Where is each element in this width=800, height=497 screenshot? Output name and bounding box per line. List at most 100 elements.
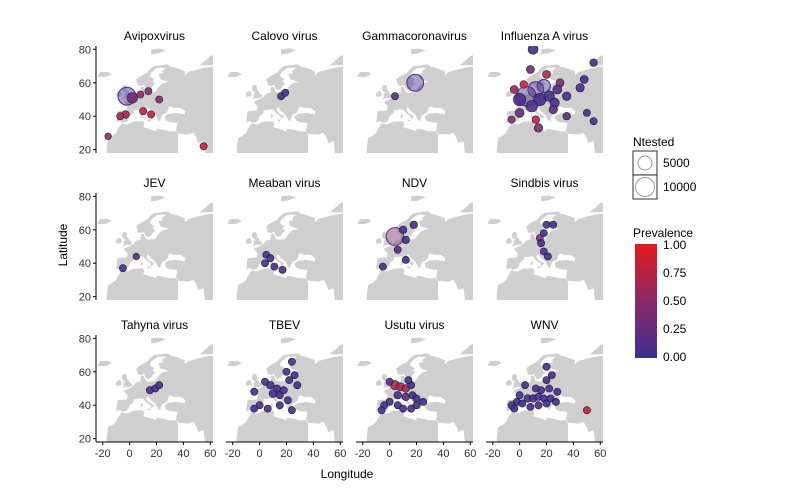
land-0 bbox=[246, 66, 343, 153]
panel-tahyna-virus: Tahyna virus 20 40 60 80 -20 0 20 40 60 bbox=[79, 318, 217, 460]
x-tick-label: 60 bbox=[464, 448, 476, 460]
panel-gammacoronavirus: Gammacoronavirus bbox=[357, 29, 473, 153]
data-point bbox=[589, 58, 598, 67]
land-1 bbox=[136, 211, 172, 238]
land-6 bbox=[140, 114, 143, 118]
data-point bbox=[104, 132, 112, 140]
land-8 bbox=[151, 48, 166, 55]
land-4 bbox=[357, 218, 372, 225]
land-2 bbox=[121, 374, 132, 389]
land-6 bbox=[530, 114, 533, 118]
land-7 bbox=[536, 266, 541, 269]
data-point bbox=[155, 95, 164, 104]
basemap-calovo-virus bbox=[227, 48, 343, 153]
basemap-jev bbox=[97, 195, 213, 300]
land-8 bbox=[411, 48, 426, 55]
x-tick-label: -20 bbox=[355, 448, 371, 460]
land-9 bbox=[459, 55, 473, 66]
data-point bbox=[119, 264, 127, 273]
data-point bbox=[514, 108, 525, 118]
basemap-usutu-virus bbox=[357, 337, 473, 442]
data-point bbox=[534, 401, 543, 410]
data-point bbox=[537, 239, 545, 248]
data-point bbox=[562, 112, 571, 121]
land-9 bbox=[589, 344, 603, 355]
basemap-avipoxvirus bbox=[97, 48, 213, 153]
data-point bbox=[525, 100, 538, 113]
land-5 bbox=[106, 121, 178, 153]
color-legend-bar bbox=[635, 244, 657, 358]
land-4 bbox=[97, 218, 112, 225]
data-point bbox=[155, 381, 164, 390]
x-tick-label: -20 bbox=[95, 448, 111, 460]
points-calovo-virus bbox=[277, 88, 290, 101]
panel-calovo-virus: Calovo virus bbox=[227, 29, 343, 153]
land-9 bbox=[329, 344, 343, 355]
x-tick-label: 60 bbox=[594, 448, 606, 460]
land-7 bbox=[406, 119, 411, 122]
data-point bbox=[544, 252, 552, 261]
x-tick-label: 0 bbox=[517, 448, 523, 460]
land-3 bbox=[506, 379, 512, 386]
data-point bbox=[391, 92, 399, 101]
size-legend-symbol-5000 bbox=[637, 155, 653, 171]
land-4 bbox=[227, 360, 242, 367]
land-1 bbox=[526, 211, 562, 238]
data-point bbox=[526, 402, 535, 411]
land-0 bbox=[246, 213, 343, 300]
data-point bbox=[282, 367, 291, 376]
y-tick-label: 80 bbox=[79, 333, 91, 345]
land-2 bbox=[381, 85, 392, 100]
y-tick-label: 60 bbox=[79, 78, 91, 90]
land-7 bbox=[536, 408, 541, 411]
y-tick-label: 40 bbox=[79, 111, 91, 123]
land-9 bbox=[199, 202, 213, 213]
data-point bbox=[285, 376, 294, 384]
panel-wnv: WNV -20 0 20 40 60 bbox=[485, 318, 607, 460]
land-7 bbox=[406, 266, 411, 269]
data-point bbox=[144, 87, 153, 95]
land-1 bbox=[266, 211, 302, 238]
land-2 bbox=[511, 374, 522, 389]
x-tick-label: 20 bbox=[280, 448, 292, 460]
land-3 bbox=[246, 237, 252, 244]
land-3 bbox=[376, 237, 382, 244]
land-1 bbox=[396, 353, 432, 380]
land-4 bbox=[487, 218, 502, 225]
land-5 bbox=[236, 121, 308, 153]
x-tick-label: 0 bbox=[387, 448, 393, 460]
y-tick-label: 80 bbox=[79, 44, 91, 56]
data-point bbox=[132, 252, 140, 261]
points-influenza-a-virus bbox=[507, 46, 598, 133]
basemap-tahyna-virus bbox=[97, 337, 213, 442]
panels: Avipoxvirus 20 40 60 80 Calovo virus Gammacoro… bbox=[79, 29, 607, 460]
land-4 bbox=[97, 71, 112, 78]
basemap-tbev bbox=[227, 337, 343, 442]
color-legend-tick-5: 0.00 bbox=[663, 350, 687, 364]
color-legend-tick-3: 0.50 bbox=[663, 294, 687, 308]
x-tick-label: 20 bbox=[540, 448, 552, 460]
data-point bbox=[552, 397, 560, 406]
data-point bbox=[126, 92, 138, 104]
land-8 bbox=[541, 195, 556, 202]
data-point bbox=[116, 112, 125, 121]
land-8 bbox=[411, 337, 426, 344]
data-point bbox=[404, 376, 413, 384]
land-7 bbox=[146, 266, 151, 269]
land-6 bbox=[530, 261, 533, 265]
land-3 bbox=[506, 90, 512, 97]
land-4 bbox=[227, 71, 242, 78]
data-point bbox=[270, 262, 279, 271]
land-0 bbox=[116, 355, 213, 442]
data-point bbox=[537, 386, 545, 395]
data-point bbox=[555, 78, 565, 88]
land-5 bbox=[366, 121, 438, 153]
points-ndv bbox=[378, 220, 418, 271]
land-9 bbox=[329, 55, 343, 66]
x-tick-label: 0 bbox=[127, 448, 133, 460]
x-tick-label: 40 bbox=[567, 448, 579, 460]
panel-title-calovo-virus: Calovo virus bbox=[251, 29, 317, 43]
data-point bbox=[419, 397, 428, 406]
data-point bbox=[583, 406, 591, 415]
